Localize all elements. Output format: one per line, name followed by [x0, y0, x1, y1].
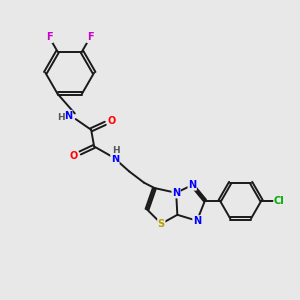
- Text: F: F: [87, 32, 93, 43]
- Text: N: N: [111, 154, 119, 164]
- Text: N: N: [188, 180, 196, 190]
- Text: O: O: [70, 151, 78, 160]
- Text: N: N: [64, 110, 72, 121]
- Text: O: O: [107, 116, 116, 127]
- Text: Cl: Cl: [274, 196, 285, 206]
- Text: S: S: [158, 219, 165, 229]
- Text: H: H: [112, 146, 120, 154]
- Text: F: F: [46, 32, 53, 43]
- Text: N: N: [172, 188, 180, 198]
- Text: N: N: [193, 216, 201, 226]
- Text: H: H: [57, 113, 64, 122]
